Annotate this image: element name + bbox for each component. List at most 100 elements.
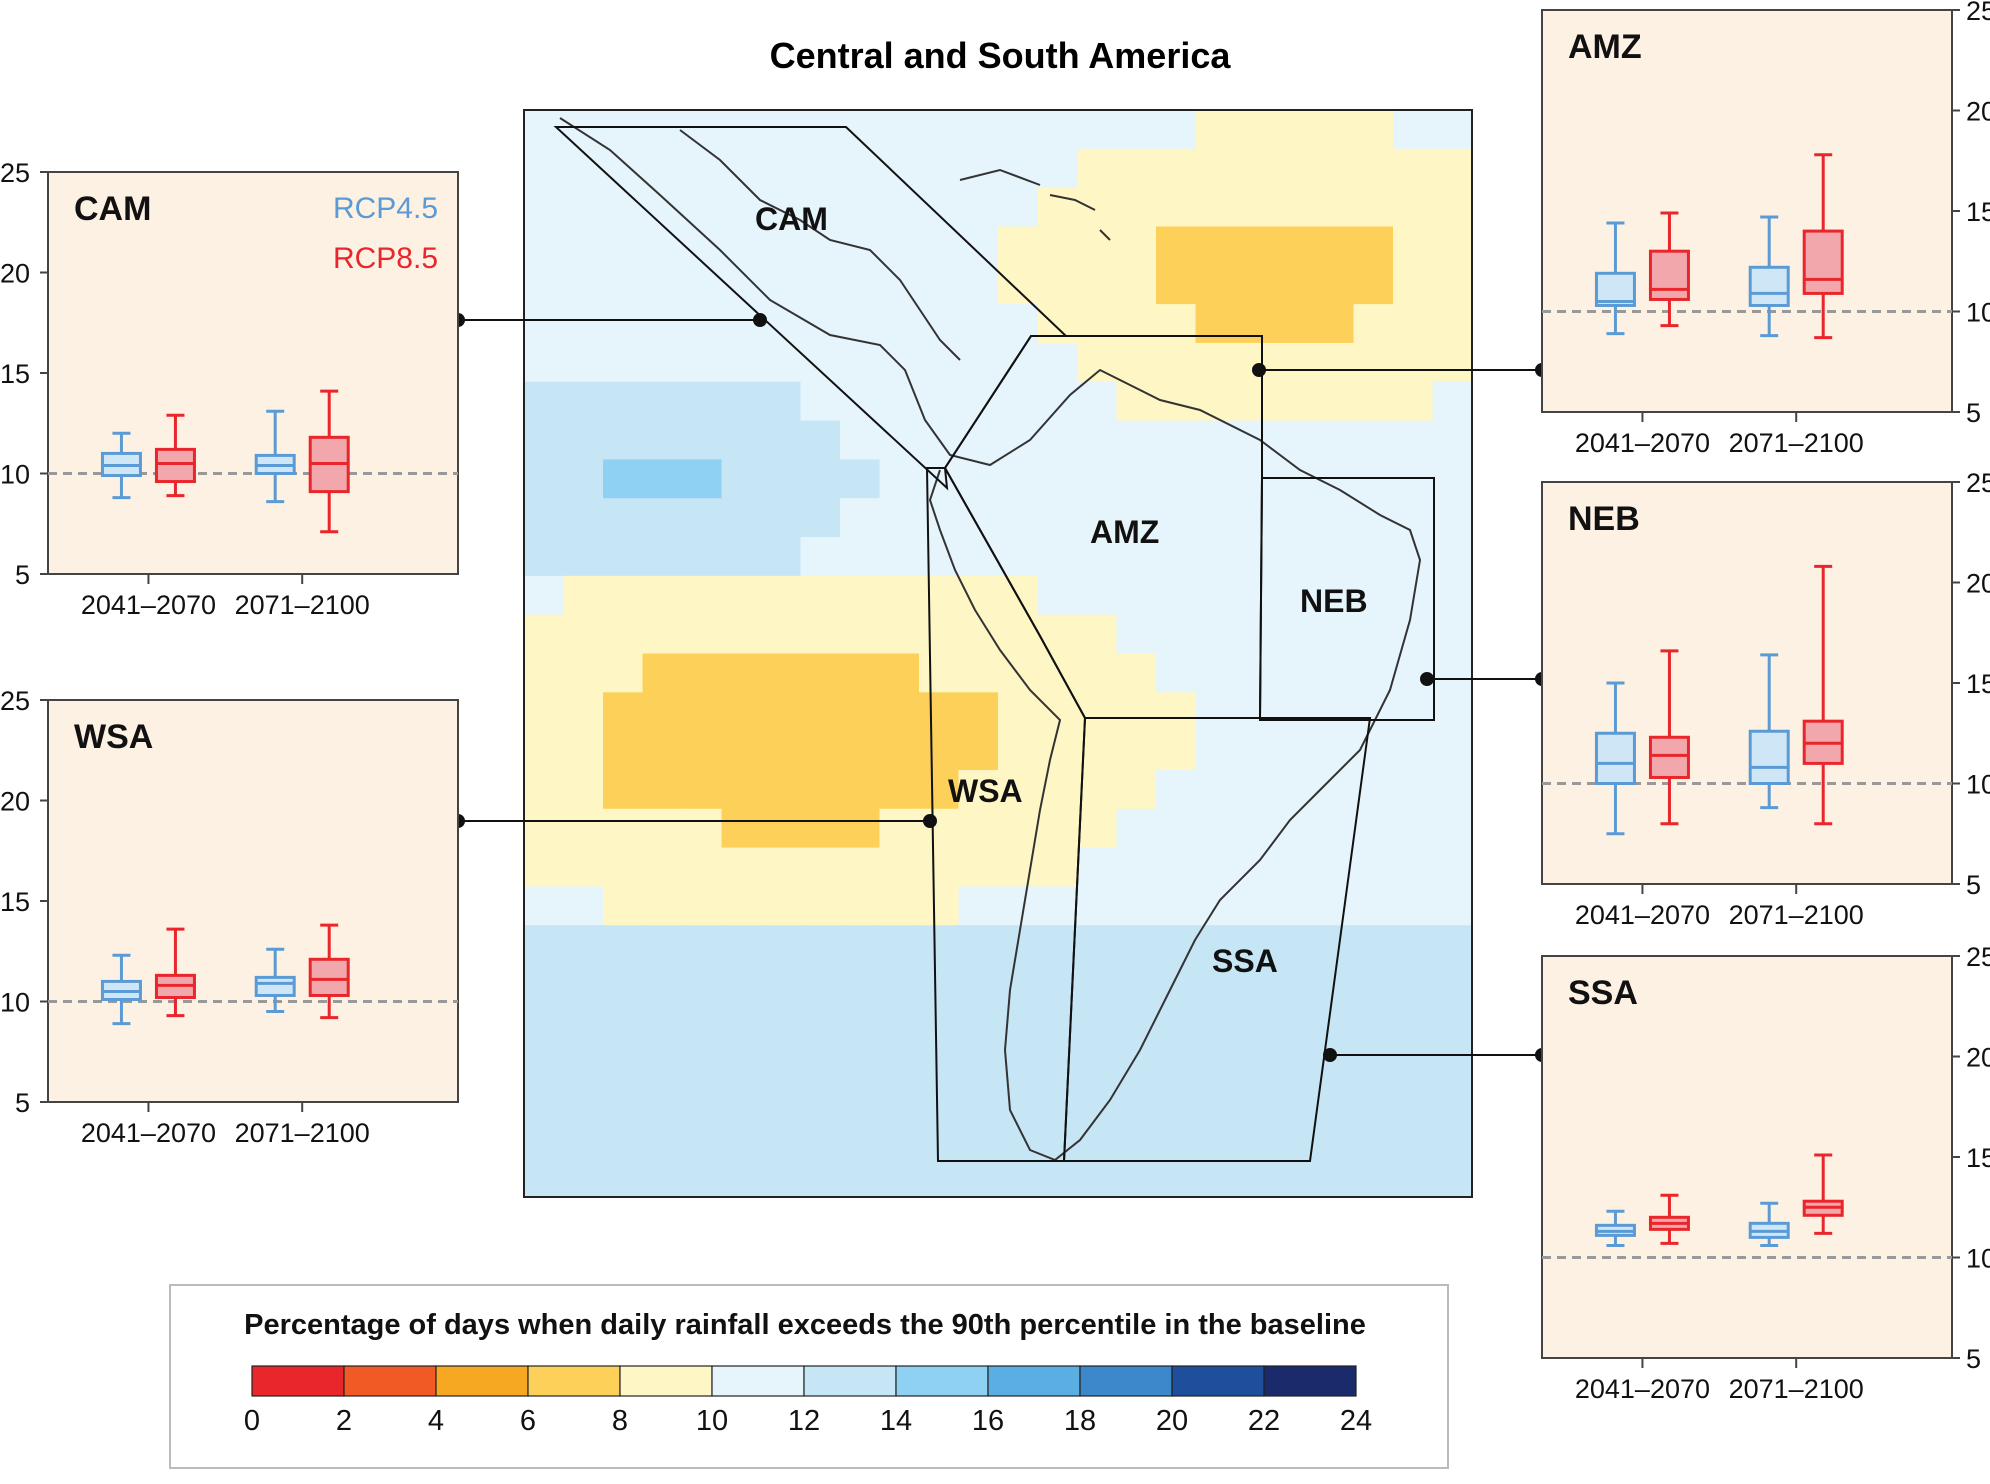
boxplot-panel-ssa: SSA 5 10 15 20 25 2041–2070 2071–2100 bbox=[1541, 942, 1990, 1404]
map-grid-cell bbox=[1235, 498, 1276, 538]
map-grid-cell bbox=[840, 731, 881, 771]
map-grid-cell bbox=[800, 769, 841, 810]
box-rcp45-1 bbox=[254, 947, 296, 1014]
map-grid-cell bbox=[840, 575, 881, 616]
map-grid-cell bbox=[682, 381, 723, 422]
map-grid-cell bbox=[1274, 692, 1315, 732]
map-grid-cell bbox=[1195, 1002, 1236, 1043]
map-grid-cell bbox=[1393, 1080, 1434, 1120]
map-grid-cell bbox=[524, 459, 565, 499]
map-grid-cell bbox=[1156, 847, 1197, 888]
map-grid-cell bbox=[563, 148, 604, 189]
map-grid-cell bbox=[998, 304, 1039, 344]
map-grid-cell bbox=[958, 1041, 999, 1082]
map-grid-cell bbox=[1116, 964, 1157, 1004]
box-body bbox=[308, 957, 350, 997]
map-grid-cell bbox=[840, 381, 881, 422]
y-axis-tick-label: 25 bbox=[1966, 468, 1990, 498]
map-grid-cell bbox=[761, 342, 802, 383]
map-grid-cell bbox=[1116, 1002, 1157, 1043]
map-grid-cell bbox=[919, 342, 960, 383]
map-grid-cell bbox=[800, 692, 841, 732]
map-grid-cell bbox=[1393, 808, 1434, 849]
map-grid-cell bbox=[1353, 925, 1394, 965]
map-grid-cell bbox=[1037, 304, 1078, 344]
map-grid-cell bbox=[1274, 614, 1315, 655]
map-grid-cell bbox=[840, 964, 881, 1004]
map-grid-cell bbox=[1116, 1119, 1157, 1159]
map-grid-cell bbox=[1077, 226, 1118, 266]
y-axis-tick-label: 10 bbox=[1966, 770, 1990, 800]
map-grid-cell bbox=[1314, 1119, 1355, 1159]
boxplot-panel-cam: CAM RCP4.5 RCP8.5 5 10 15 20 25 2041–2070 2071–21… bbox=[0, 158, 459, 620]
map-grid-cell bbox=[1037, 847, 1078, 888]
colorbar-swatch bbox=[895, 1365, 989, 1397]
map-grid-cell bbox=[721, 808, 762, 849]
map-grid-cell bbox=[1077, 1041, 1118, 1082]
map-label-neb: NEB bbox=[1300, 583, 1368, 619]
map-grid-cell bbox=[682, 1119, 723, 1159]
map-grid-cell bbox=[761, 653, 802, 693]
map-grid-cell bbox=[603, 925, 644, 965]
map-grid-cell bbox=[1274, 420, 1315, 460]
map-grid-cell bbox=[1195, 964, 1236, 1004]
map-grid-cell bbox=[1432, 575, 1473, 616]
box-rcp45-1 bbox=[1748, 215, 1790, 338]
map-grid-cell bbox=[919, 1158, 960, 1198]
map-grid-cell bbox=[642, 808, 683, 849]
colorbar-swatch bbox=[1171, 1365, 1265, 1397]
map-grid-cell bbox=[761, 575, 802, 616]
panel-background bbox=[1541, 9, 1953, 413]
map-grid-cell bbox=[524, 769, 565, 810]
map-grid-cell bbox=[919, 148, 960, 189]
map-grid-cell bbox=[563, 498, 604, 538]
map-grid-cell bbox=[879, 1080, 920, 1120]
map-grid-cell bbox=[1432, 1080, 1473, 1120]
box-rcp45-0 bbox=[100, 431, 142, 500]
map-grid-cell bbox=[563, 226, 604, 266]
map-grid-cell bbox=[563, 187, 604, 228]
map-grid-cell bbox=[919, 575, 960, 616]
map-grid-cell bbox=[1037, 575, 1078, 616]
map-grid-cell bbox=[761, 1002, 802, 1043]
map-grid-cell bbox=[682, 459, 723, 499]
map-grid-cell bbox=[1195, 808, 1236, 849]
map-grid-cell bbox=[524, 575, 565, 616]
connector-dot bbox=[1420, 672, 1434, 686]
map-grid-cell bbox=[524, 692, 565, 732]
map-grid-cell bbox=[1393, 459, 1434, 499]
map-grid-cell bbox=[1235, 420, 1276, 460]
map-grid-cell bbox=[642, 148, 683, 189]
map-grid-cell bbox=[800, 265, 841, 305]
panel-title: WSA bbox=[74, 718, 153, 756]
map-grid-cell bbox=[1235, 381, 1276, 422]
panel-background bbox=[47, 171, 459, 575]
box-body bbox=[1748, 265, 1790, 307]
map-grid-cell bbox=[958, 381, 999, 422]
map-grid-cell bbox=[1235, 110, 1276, 150]
map-grid-cell bbox=[879, 226, 920, 266]
map-grid-cell bbox=[1116, 459, 1157, 499]
map-grid-cell bbox=[800, 925, 841, 965]
map-grid-cell bbox=[1314, 304, 1355, 344]
map-grid-cell bbox=[1393, 1119, 1434, 1159]
map-grid-cell bbox=[840, 847, 881, 888]
map-grid-cell bbox=[563, 575, 604, 616]
map-grid-cell bbox=[879, 420, 920, 460]
map-grid-cell bbox=[1314, 575, 1355, 616]
map-grid-cell bbox=[1393, 498, 1434, 538]
map-grid-cell bbox=[524, 187, 565, 228]
map-grid-cell bbox=[1432, 847, 1473, 888]
map-grid-cell bbox=[761, 692, 802, 732]
map-grid-cell bbox=[1314, 886, 1355, 926]
map-grid-cell bbox=[1235, 459, 1276, 499]
map-grid-cell bbox=[919, 769, 960, 810]
colorbar-swatch bbox=[435, 1365, 529, 1397]
map-grid-cell bbox=[721, 653, 762, 693]
map-grid-cell bbox=[563, 1158, 604, 1198]
map-grid-cell bbox=[1274, 769, 1315, 810]
map-grid-cell bbox=[800, 342, 841, 383]
map-grid-cell bbox=[563, 1080, 604, 1120]
map-grid-cell bbox=[879, 847, 920, 888]
map-grid-cell bbox=[958, 769, 999, 810]
